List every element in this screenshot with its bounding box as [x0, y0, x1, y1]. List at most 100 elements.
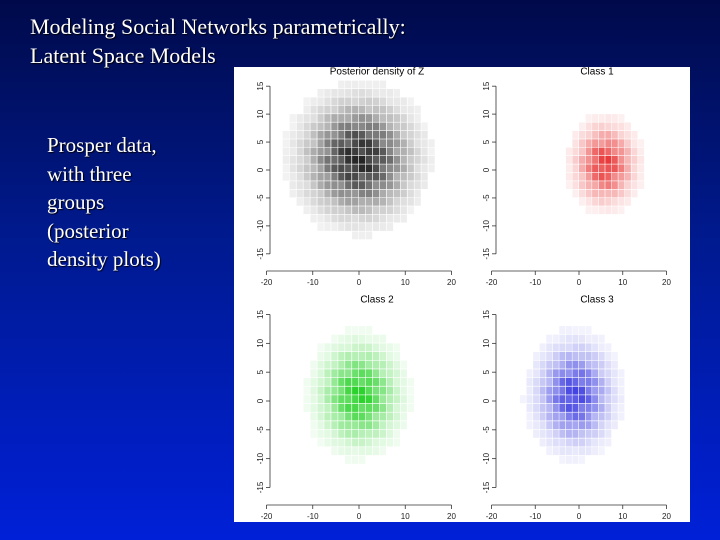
density-cell [345, 122, 352, 131]
y-tick-label-1: 5 [256, 139, 265, 144]
density-cell [359, 114, 366, 122]
density-cell [598, 377, 605, 386]
density-cell [407, 172, 414, 181]
density-cell [559, 369, 566, 378]
density-cell [585, 130, 592, 139]
density-cell [552, 395, 559, 404]
density-cell [585, 139, 592, 148]
density-cell [365, 421, 373, 430]
density-cell [338, 447, 345, 456]
density-cell [324, 197, 331, 206]
density-cell [338, 360, 345, 369]
density-cell [352, 189, 359, 198]
density-cell [572, 326, 579, 335]
x-tick-label-1: -10 [307, 278, 319, 287]
density-cell [372, 156, 380, 164]
density-cell [546, 343, 553, 352]
density-cell [379, 429, 387, 438]
density-cell [345, 395, 352, 404]
density-cell [379, 80, 387, 89]
density-cell [533, 377, 540, 386]
density-cell [618, 139, 625, 148]
density-cell [310, 360, 317, 369]
density-cell [559, 455, 566, 464]
density-cell [317, 206, 324, 215]
density-cell [572, 369, 579, 378]
density-cell [317, 156, 324, 164]
density-cell [624, 181, 631, 189]
density-cell [407, 114, 414, 122]
density-cell [365, 172, 373, 181]
density-cell [611, 147, 618, 156]
density-cell [400, 156, 407, 164]
density-cell [400, 114, 407, 122]
density-cell [303, 386, 310, 395]
density-cell [624, 189, 631, 198]
density-cell [303, 97, 310, 106]
density-cell [393, 197, 400, 206]
density-cell [546, 360, 553, 369]
density-cell [624, 172, 631, 181]
density-cell [546, 421, 553, 430]
density-cell [372, 164, 380, 173]
density-cell [605, 360, 612, 369]
y-tick-label-4: -10 [482, 452, 491, 464]
density-cell [338, 223, 345, 231]
density-cell [379, 147, 387, 156]
density-cell [400, 189, 407, 198]
density-cell [365, 343, 373, 352]
density-cell [546, 377, 553, 386]
density-cell [345, 421, 352, 430]
density-cell [345, 455, 352, 464]
density-cell [317, 105, 324, 114]
density-plot-svg: Posterior density of Z -15 -10 -5 0 5 10 15 -20 -… [256, 67, 671, 521]
density-cell [379, 181, 387, 189]
density-cell [638, 164, 645, 173]
density-cell [331, 395, 338, 404]
density-cell [352, 147, 359, 156]
density-cell [345, 412, 352, 421]
density-cell [598, 438, 605, 447]
x-tick-label-2: -20 [486, 278, 498, 287]
bullet-line-4: (posterior [47, 218, 129, 243]
density-cell [359, 130, 366, 139]
density-cell [605, 403, 612, 412]
density-cell [317, 360, 324, 369]
density-cell [631, 181, 638, 189]
y-tick-label-1: -10 [256, 220, 265, 232]
density-cell [400, 214, 407, 223]
density-cell [338, 429, 345, 438]
density-cell [414, 189, 421, 198]
density-cell [579, 326, 585, 335]
slide-title-line-2: Latent Space Models [30, 43, 216, 68]
y-tick-label-2: -15 [482, 247, 491, 259]
density-cell [310, 139, 317, 148]
density-cell [338, 139, 345, 148]
slide-title-line-1: Modeling Social Networks parametrically: [30, 14, 406, 39]
density-cell [379, 164, 387, 173]
density-cell [592, 386, 599, 395]
density-cell [331, 122, 338, 131]
y-tick-label-4: 5 [482, 369, 491, 374]
density-cell [598, 156, 605, 164]
density-cell [611, 197, 618, 206]
density-cell [317, 164, 324, 173]
density-cell [592, 189, 599, 198]
density-cell [572, 352, 579, 360]
density-cell [352, 421, 359, 430]
density-cell [352, 395, 359, 404]
density-cell [282, 164, 289, 173]
density-cell [379, 369, 387, 378]
density-cell [331, 206, 338, 215]
density-cell [331, 214, 338, 223]
density-cell [365, 438, 373, 447]
density-cell [359, 326, 366, 335]
density-cell [331, 114, 338, 122]
x-tick-label-3: 20 [447, 512, 456, 521]
density-cell [352, 164, 359, 173]
density-cell [393, 181, 400, 189]
density-cell [352, 197, 359, 206]
density-cell [331, 89, 338, 97]
density-cell [372, 214, 380, 223]
density-cell [324, 189, 331, 198]
